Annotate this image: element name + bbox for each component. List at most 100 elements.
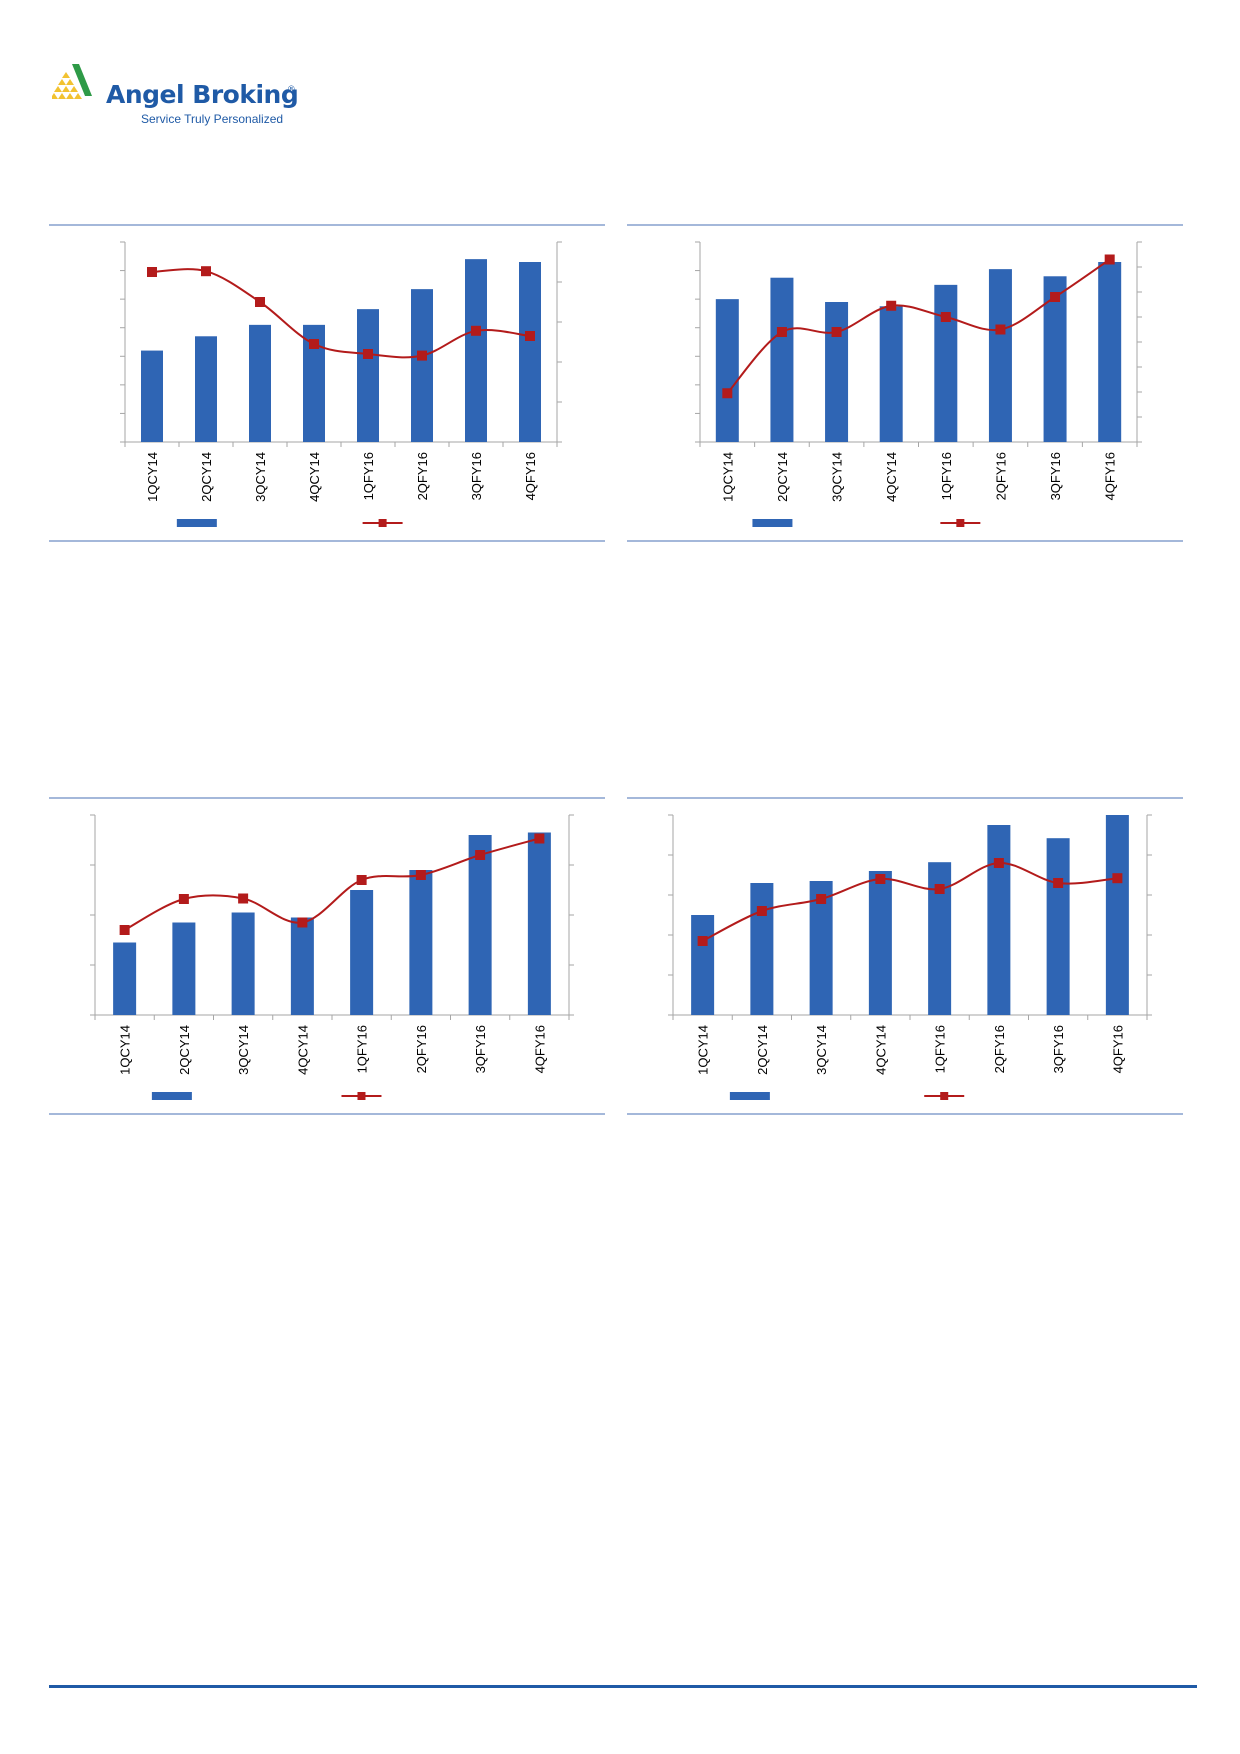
line-point (776, 327, 787, 337)
bar (113, 942, 137, 1015)
line-point (238, 893, 249, 904)
bar (691, 915, 715, 1015)
legend-bar-swatch (729, 1092, 770, 1100)
line-point (816, 894, 827, 904)
line-point (201, 266, 211, 277)
line-point (363, 349, 373, 359)
bar (1098, 262, 1122, 442)
line-point (119, 925, 130, 935)
x-tick-label: 2QFY16 (414, 1025, 429, 1073)
x-tick-label: 3QFY16 (1051, 1025, 1066, 1073)
x-tick-label: 2QCY14 (775, 452, 790, 502)
line-point (886, 300, 897, 311)
bar (231, 912, 255, 1015)
legend-line-marker (956, 519, 965, 527)
bar (141, 350, 163, 442)
chart-1: 1QCY14 2QCY14 3QCY14 4QCY14 1QFY16 2QFY16 3QFY… (49, 224, 605, 542)
x-tick-label: 1QCY14 (145, 452, 160, 502)
bar (290, 917, 314, 1015)
bar (195, 336, 217, 442)
bar (1105, 815, 1129, 1015)
x-tick-label: 3QCY14 (236, 1025, 251, 1075)
x-tick-label: 4QCY14 (873, 1025, 888, 1075)
bar (303, 324, 325, 442)
x-tick-label: 2QCY14 (177, 1025, 192, 1075)
chart-panel-2: 1QCY14 2QCY14 3QCY14 4QCY14 1QFY16 2QFY16 3QFY… (627, 224, 1183, 542)
x-tick-label: 1QCY14 (696, 1025, 711, 1075)
bar (519, 262, 541, 442)
line-point (940, 312, 951, 322)
line-point (475, 850, 486, 860)
line-point (831, 327, 842, 337)
x-tick-label: 4QFY16 (523, 452, 538, 500)
footer-rule (49, 1685, 1197, 1688)
line-point (756, 906, 767, 916)
x-tick-label: 1QCY14 (118, 1025, 133, 1075)
bar (879, 306, 903, 442)
angel-logo-icon (52, 64, 92, 99)
x-tick-label: 4QCY14 (307, 452, 322, 502)
chart-panel-3: 1QCY14 2QCY14 3QCY14 4QCY14 1QFY16 2QFY16 3QFY… (49, 797, 605, 1115)
x-tick-label: 3QCY14 (830, 452, 845, 502)
x-tick-label: 2QCY14 (755, 1025, 770, 1075)
chart-panel-1: 1QCY14 2QCY14 3QCY14 4QCY14 1QFY16 2QFY16 3QFY… (49, 224, 605, 542)
chart-3: 1QCY14 2QCY14 3QCY14 4QCY14 1QFY16 2QFY16 3QFY… (49, 797, 605, 1115)
bar (465, 259, 487, 442)
x-tick-label: 4QFY16 (532, 1025, 547, 1073)
bar (172, 922, 196, 1015)
line-point (297, 917, 308, 928)
line-point (875, 874, 886, 884)
legend-line-marker (378, 519, 387, 527)
line-point (1050, 292, 1061, 302)
x-tick-label: 4QFY16 (1103, 452, 1118, 500)
legend-bar-swatch (176, 519, 217, 527)
bar (409, 870, 433, 1015)
brand-tagline: Service Truly Personalized (141, 112, 284, 126)
x-tick-label: 3QFY16 (1048, 452, 1063, 500)
x-tick-label: 3QFY16 (469, 452, 484, 500)
line-point (995, 324, 1006, 335)
x-tick-label: 1QFY16 (361, 452, 376, 500)
bar (1043, 276, 1067, 442)
line-point (697, 936, 708, 946)
x-tick-label: 4QCY14 (295, 1025, 310, 1075)
bar (988, 269, 1012, 442)
bar (468, 835, 492, 1015)
chart-panel-4: 1QCY14 2QCY14 3QCY14 4QCY14 1QFY16 2QFY16 3QFY… (627, 797, 1183, 1115)
bar (350, 890, 374, 1015)
line-point (525, 331, 535, 341)
x-tick-label: 3QCY14 (814, 1025, 829, 1075)
line-point (934, 884, 945, 894)
x-tick-label: 2QFY16 (992, 1025, 1007, 1073)
x-tick-label: 3QFY16 (473, 1025, 488, 1073)
bar (868, 871, 892, 1015)
x-tick-label: 2QCY14 (199, 452, 214, 502)
legend-bar-swatch (752, 519, 793, 527)
line-point (417, 350, 427, 361)
x-tick-label: 4QFY16 (1110, 1025, 1125, 1073)
line-point (309, 339, 319, 349)
bar (715, 299, 739, 442)
line-point (722, 388, 733, 399)
brand-logo: Angel Broking ® Service Truly Personaliz… (52, 62, 312, 132)
line-point (147, 267, 157, 277)
bar (987, 825, 1011, 1015)
chart-2: 1QCY14 2QCY14 3QCY14 4QCY14 1QFY16 2QFY16 3QFY… (627, 224, 1183, 542)
bar (934, 284, 958, 442)
bar (249, 324, 271, 442)
legend-bar-swatch (151, 1092, 192, 1100)
bar (1046, 838, 1070, 1015)
brand-name: Angel Broking (106, 80, 299, 109)
line-point (415, 870, 426, 880)
bar (527, 832, 551, 1015)
x-tick-label: 1QFY16 (933, 1025, 948, 1073)
legend-line-marker (357, 1092, 366, 1100)
line-point (1112, 873, 1123, 884)
x-tick-label: 4QCY14 (884, 452, 899, 502)
line-point (534, 833, 545, 844)
line-point (993, 858, 1004, 868)
bar (825, 302, 849, 442)
line-point (255, 297, 265, 307)
x-tick-label: 1QFY16 (939, 452, 954, 500)
bar (928, 862, 952, 1015)
